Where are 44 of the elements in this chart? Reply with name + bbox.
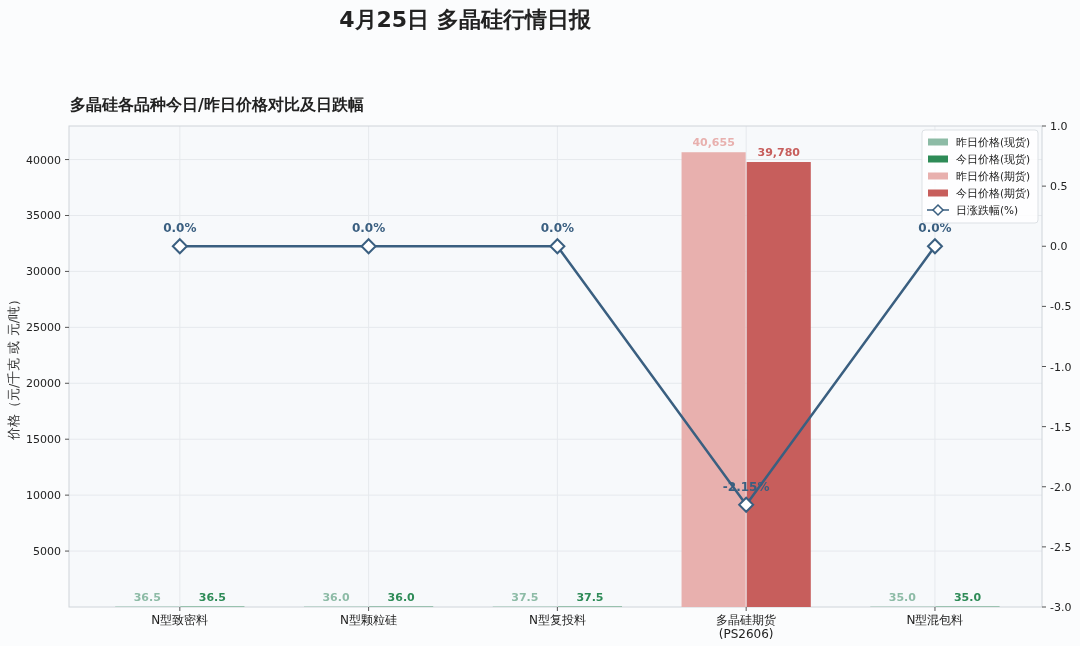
y-tick-label: 40000: [26, 153, 61, 167]
y2-tick-label: -1.0: [1050, 360, 1072, 374]
y2-tick-label: 0.5: [1050, 180, 1068, 194]
y-tick-label: 35000: [26, 209, 61, 223]
y-tick-label: 15000: [26, 433, 61, 447]
y-axis-title: 价格（元/千克 或 元/吨）: [6, 292, 21, 442]
legend-label: 昨日价格(期货): [956, 170, 1031, 182]
x-tick-label: 多晶硅期货 (PS2606): [716, 613, 777, 641]
data-label: 37.5: [576, 590, 604, 604]
legend-label: 今日价格(期货): [956, 187, 1031, 199]
data-label: 36.0: [387, 590, 416, 604]
data-label: 36.5: [198, 590, 226, 604]
y-tick-label: 20000: [26, 377, 61, 391]
y2-tick-label: -0.5: [1050, 300, 1072, 314]
x-tick-label: N型致密料: [151, 613, 209, 627]
chart-subtitle: 多晶硅各品种今日/昨日价格对比及日跌幅: [70, 95, 364, 114]
data-label: 36.5: [133, 590, 161, 604]
data-label: 40,655: [692, 136, 735, 150]
y-tick-label: 5000: [33, 545, 61, 559]
y2-tick-label: -3.0: [1050, 601, 1072, 614]
data-label: 39,780: [757, 146, 801, 160]
legend-label: 日涨跌幅(%): [956, 204, 1019, 216]
y-tick-label: 10000: [26, 489, 61, 503]
legend-label: 昨日价格(现货): [956, 136, 1031, 148]
y-tick-label: 30000: [26, 265, 61, 279]
chart-title: 4月25日 多晶硅行情日报: [339, 7, 592, 32]
data-label: 0.0%: [918, 221, 952, 236]
legend-label: 今日价格(现货): [956, 153, 1031, 165]
data-label: 0.0%: [540, 221, 575, 236]
x-tick-label: N型混包料: [906, 613, 964, 627]
y2-tick-label: -2.0: [1050, 480, 1072, 494]
data-label: 0.0%: [351, 221, 386, 236]
data-label: 35.0: [888, 590, 917, 604]
y2-tick-label: -1.5: [1050, 420, 1072, 434]
y2-tick-label: 1.0: [1050, 120, 1068, 133]
data-label: 35.0: [953, 590, 982, 604]
x-tick-label: N型颗粒硅: [340, 613, 398, 627]
data-label: 37.5: [511, 590, 539, 604]
y2-tick-label: -2.5: [1050, 540, 1072, 554]
data-label: 36.0: [322, 590, 350, 604]
data-label: 0.0%: [163, 221, 197, 236]
x-tick-label: N型复投料: [528, 613, 586, 627]
y2-tick-label: 0.0: [1050, 240, 1068, 254]
y-tick-label: 25000: [26, 321, 61, 335]
